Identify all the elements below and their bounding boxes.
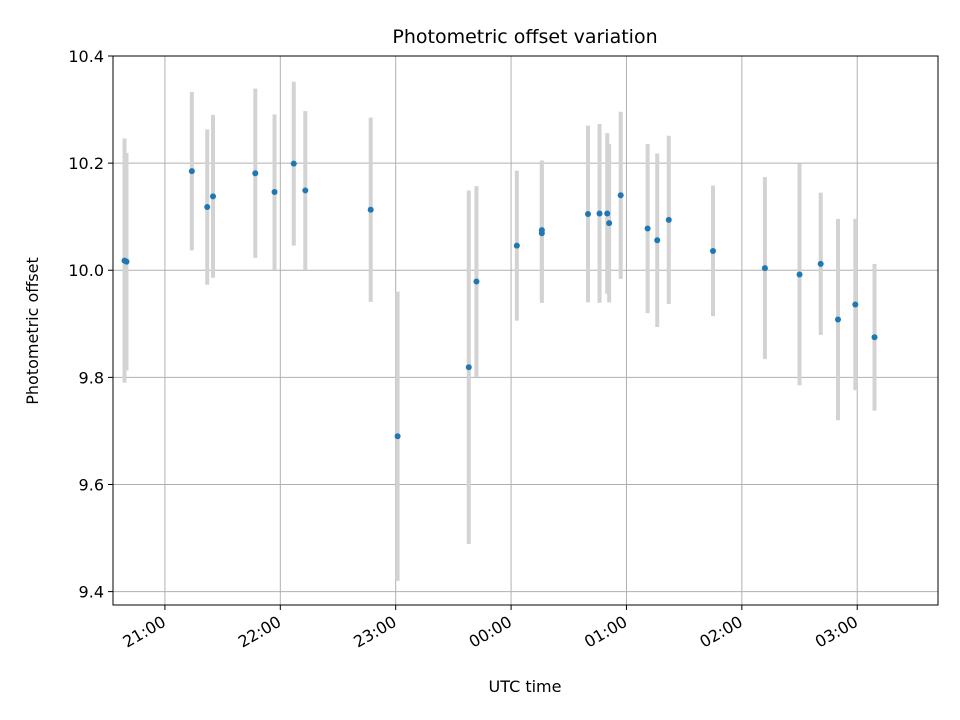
data-point [585,211,591,218]
y-tick-label: 9.4 [79,583,104,602]
data-points [121,160,878,440]
data-point [665,216,672,223]
data-point [606,220,613,227]
x-axis-label: UTC time [489,677,562,696]
data-point [604,210,611,217]
y-tick-label: 10.0 [68,261,104,280]
plot-area [112,55,939,606]
data-point [290,160,297,167]
data-point [367,206,374,213]
y-tick-label: 9.6 [79,475,104,494]
data-point [835,316,841,323]
data-point [188,168,195,175]
data-point [796,271,803,278]
y-tick-label: 10.4 [68,47,104,66]
plot-frame [112,55,939,606]
data-point [210,193,216,200]
data-point [538,227,545,234]
y-tick-label: 10.2 [68,154,104,173]
data-point [817,260,824,267]
data-point [473,278,480,285]
data-point [761,265,768,272]
data-point [644,225,651,232]
data-point [654,237,661,244]
data-point [871,334,878,341]
data-point [617,192,624,199]
y-axis-label: Photometric offset [23,257,42,405]
data-point [852,301,859,308]
data-point [513,242,520,249]
data-point [302,187,309,194]
data-point [204,204,211,211]
y-axis-ticks: 9.4 9.6 9.8 10.0 10.2 10.4 [68,47,113,602]
data-point [123,258,130,265]
data-point [252,170,259,177]
data-point [465,364,472,371]
data-point [596,210,603,217]
data-point [710,247,716,254]
y-tick-label: 9.8 [79,368,104,387]
chart-title: Photometric offset variation [392,26,657,48]
data-point [394,433,401,440]
data-point [271,189,278,196]
